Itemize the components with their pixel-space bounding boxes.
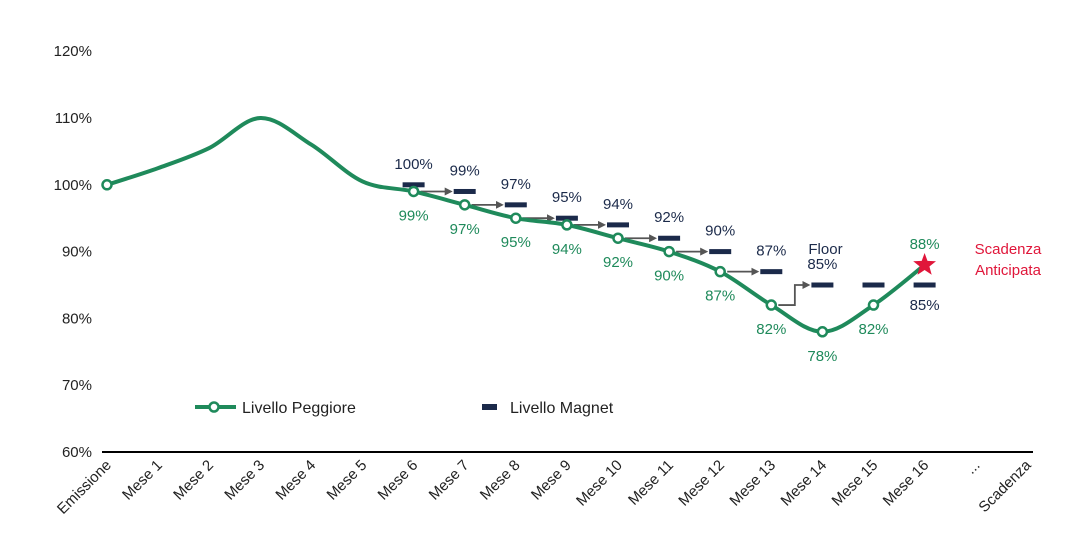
x-tick-label: Mese 3	[221, 457, 268, 504]
magnet-value-label: 97%	[501, 176, 531, 193]
legend: Livello Peggiore Livello Magnet	[195, 400, 614, 417]
y-axis-ticks: 60% 70% 80% 90% 100% 110% 120%	[54, 43, 92, 461]
x-tick-label: Scadenza	[975, 456, 1035, 516]
worst-value-label: 95%	[501, 234, 531, 251]
magnet-level-marker	[913, 282, 936, 288]
legend-worst-label: Livello Peggiore	[242, 400, 356, 417]
magnet-level-marker	[811, 282, 834, 288]
y-tick-label: 120%	[54, 43, 92, 60]
magnet-level-marker	[862, 282, 885, 288]
worst-value-label: 99%	[399, 207, 429, 224]
y-tick-label: 70%	[62, 377, 92, 394]
y-tick-label: 100%	[54, 177, 92, 194]
x-tick-label: Mese 6	[375, 457, 422, 504]
magnet-value-label: 90%	[705, 223, 735, 240]
magnet-value-label: 100%	[394, 156, 432, 173]
x-tick-label: Mese 8	[477, 457, 524, 504]
worst-level-point	[458, 199, 471, 211]
worst-level-point	[765, 299, 778, 311]
x-tick-label: Mese 5	[324, 457, 371, 504]
worst-level-point	[101, 179, 113, 191]
early-maturity-star-icon	[913, 253, 936, 275]
magnet-level-marker	[402, 182, 425, 188]
magnet-level-marker	[709, 249, 732, 255]
worst-value-label: 87%	[705, 288, 735, 305]
worst-value-label: 88%	[910, 236, 940, 253]
x-tick-label: Mese 14	[778, 457, 831, 510]
floor-annotation: Floor	[808, 241, 842, 258]
magnet-level-marker	[760, 269, 783, 275]
worst-level-point	[612, 232, 624, 244]
x-tick-label: Mese 11	[625, 457, 677, 509]
worst-value-label: 90%	[654, 268, 684, 285]
x-tick-label: Mese 2	[170, 457, 217, 504]
magnet-level-marker	[607, 222, 629, 228]
worst-level-point	[561, 219, 573, 231]
legend-magnet-label: Livello Magnet	[510, 400, 614, 417]
x-tick-label: Mese 10	[573, 457, 626, 510]
magnet-value-label: 87%	[756, 243, 786, 260]
worst-level-point	[867, 299, 880, 311]
magnet-value-label: 95%	[552, 189, 582, 206]
magnet-level-marker	[658, 235, 681, 241]
magnet-value-label: 94%	[603, 196, 633, 213]
magnet-levels	[402, 182, 936, 288]
magnet-level-marker	[504, 202, 527, 208]
x-tick-label: Mese 16	[880, 457, 933, 510]
magnet-arrow	[778, 281, 811, 306]
x-tick-label: Mese 4	[272, 457, 319, 504]
x-tick-label: Mese 12	[675, 457, 728, 510]
worst-level-point	[663, 245, 675, 258]
worst-value-label: 78%	[807, 348, 837, 365]
magnet-value-label: 85%	[807, 256, 837, 273]
x-tick-label: Mese 7	[426, 457, 473, 504]
worst-level-markers	[101, 179, 880, 338]
x-tick-label: ...	[963, 457, 984, 478]
x-tick-label: Mese 1	[119, 457, 166, 504]
worst-value-label: 82%	[858, 321, 888, 338]
worst-level-line	[106, 115, 926, 334]
worst-level-point	[407, 185, 420, 198]
y-tick-label: 80%	[62, 310, 92, 327]
legend-worst-marker-icon	[208, 401, 220, 413]
magnet-level-marker	[453, 188, 476, 194]
magnet-value-label: 99%	[450, 162, 480, 179]
data-labels: 100% 99% 97% 95% 94% 92% 90% 87% 85% 85% 99% 97% 95%…	[394, 156, 939, 365]
x-tick-label: Mese 15	[829, 457, 882, 510]
magnet-value-label: 92%	[654, 209, 684, 226]
x-tick-label: Emissione	[54, 457, 115, 518]
worst-level-point	[510, 212, 522, 224]
magnet-value-label: 85%	[910, 297, 940, 314]
y-tick-label: 110%	[55, 110, 92, 127]
x-tick-label: Mese 9	[528, 457, 575, 504]
worst-value-label: 92%	[603, 254, 633, 271]
early-maturity-label-line2: Anticipata	[975, 262, 1042, 279]
worst-value-label: 97%	[450, 221, 480, 238]
worst-value-label: 94%	[552, 241, 582, 258]
worst-level-point	[816, 326, 829, 338]
legend-magnet-swatch	[482, 404, 497, 410]
y-tick-label: 60%	[62, 444, 92, 461]
x-tick-label: Mese 13	[726, 457, 779, 510]
y-tick-label: 90%	[62, 244, 92, 261]
early-maturity-label-line1: Scadenza	[975, 241, 1042, 258]
worst-level-point	[714, 265, 726, 278]
worst-value-label: 82%	[756, 321, 786, 338]
magnet-level-marker	[555, 215, 578, 221]
